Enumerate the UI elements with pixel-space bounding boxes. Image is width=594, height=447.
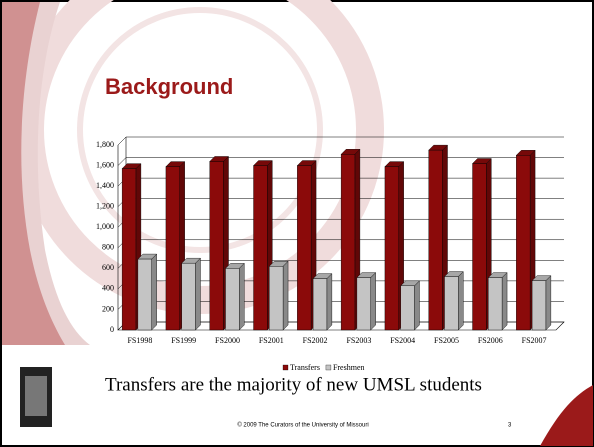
bar-side	[326, 273, 333, 331]
x-tick-label: FS2000	[215, 336, 240, 345]
chart: 0 200 400 600 800 1,000 1,200 1,400 1,600 1,800 FS…	[96, 136, 565, 372]
grid-line	[117, 157, 564, 166]
x-tick-label: FS2002	[303, 336, 328, 345]
bar	[121, 168, 137, 331]
bar	[516, 155, 531, 331]
bar	[488, 277, 503, 331]
bar-side	[239, 262, 245, 331]
bar	[137, 258, 152, 331]
bar	[181, 262, 196, 331]
legend-swatch	[325, 364, 332, 371]
legend-swatch	[282, 364, 289, 371]
bar	[384, 166, 399, 331]
bar	[444, 276, 459, 331]
y-tick-label: 0	[110, 325, 114, 334]
grid-line	[117, 136, 564, 146]
bar	[209, 161, 224, 331]
x-tick-label: FS1999	[171, 336, 196, 345]
y-tick-label: 1,400	[96, 181, 114, 190]
x-tick-label: FS2001	[259, 336, 284, 345]
y-tick-label: 1,600	[96, 160, 114, 169]
seal-watermark	[77, 7, 323, 253]
bar	[340, 154, 356, 331]
x-tick-label: FS2004	[390, 336, 415, 345]
y-tick-label: 1,000	[96, 222, 114, 231]
y-tick-label: 800	[102, 243, 114, 252]
x-tick-label: FS2003	[346, 336, 371, 345]
bar-side	[370, 272, 376, 331]
bar-side	[282, 260, 289, 331]
bar-side	[151, 253, 157, 331]
corner-accent	[540, 385, 593, 446]
legend-label: Freshmen	[333, 363, 365, 372]
bar	[312, 278, 328, 331]
page-number: 3	[508, 423, 512, 429]
x-tick-label: FS2005	[434, 336, 459, 345]
bar-side	[458, 271, 464, 331]
logo	[25, 376, 47, 416]
x-tick-label: FS2006	[478, 336, 503, 345]
x-tick-label: FS1998	[127, 336, 152, 345]
bar	[269, 266, 284, 331]
bar	[428, 149, 443, 331]
bar-side	[501, 272, 508, 331]
bar	[400, 285, 415, 331]
bar	[253, 165, 268, 331]
bar-side	[414, 280, 420, 331]
y-tick-label: 600	[102, 263, 114, 272]
left-band	[2, 2, 65, 345]
caption: Transfers are the majority of new UMSL s…	[105, 374, 482, 395]
bar	[472, 163, 487, 331]
bar	[165, 166, 180, 331]
x-tick-label: FS2007	[522, 336, 547, 345]
y-tick-label: 400	[102, 284, 114, 293]
y-tick-label: 1,800	[96, 140, 114, 149]
footer: © 2009 The Curators of the University of…	[237, 422, 368, 429]
legend-label: Transfers	[290, 363, 320, 372]
bar	[225, 268, 240, 331]
y-tick-label: 1,200	[96, 201, 114, 210]
bar-side	[545, 275, 552, 331]
bar-side	[195, 257, 201, 331]
y-tick-label: 200	[102, 304, 114, 313]
bar	[531, 280, 547, 331]
slide-title: Background	[105, 74, 233, 99]
bar	[356, 277, 371, 331]
bar	[297, 165, 312, 331]
